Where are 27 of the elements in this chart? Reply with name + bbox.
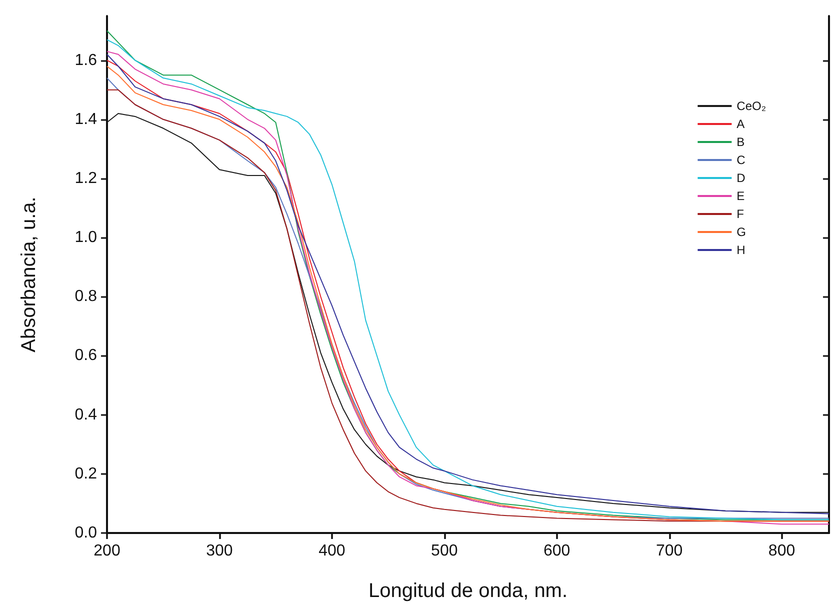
y-axis-title: Absorbancia, u.a. [18, 196, 40, 352]
legend-label: A [736, 117, 745, 131]
x-tick-label: 800 [768, 542, 796, 560]
legend-label: H [736, 243, 746, 257]
legend-label: CeO₂ [736, 99, 766, 113]
y-tick-label: 1.0 [74, 229, 98, 246]
y-tick-label: 1.2 [74, 170, 98, 187]
x-axis-title: Longitud de onda, nm. [368, 580, 568, 602]
y-tick-label: 0.0 [74, 524, 98, 542]
x-tick-label: 300 [206, 542, 233, 560]
x-tick-label: 600 [543, 542, 570, 560]
y-tick-label: 1.6 [74, 52, 98, 69]
legend-label: B [736, 135, 745, 149]
y-tick-label: 0.4 [74, 406, 98, 424]
x-tick-label: 500 [431, 542, 458, 560]
legend-label: C [736, 153, 746, 167]
x-tick-label: 200 [94, 542, 120, 560]
legend-label: E [736, 189, 745, 203]
y-tick-label: 1.4 [74, 110, 98, 128]
legend-label: F [736, 207, 744, 221]
y-tick-label: 0.2 [74, 465, 98, 482]
x-tick-label: 400 [318, 542, 346, 560]
legend-label: G [736, 225, 746, 239]
y-tick-label: 0.6 [74, 347, 98, 364]
y-tick-label: 0.8 [74, 288, 98, 306]
legend-label: D [736, 171, 746, 185]
x-tick-label: 700 [656, 542, 683, 560]
